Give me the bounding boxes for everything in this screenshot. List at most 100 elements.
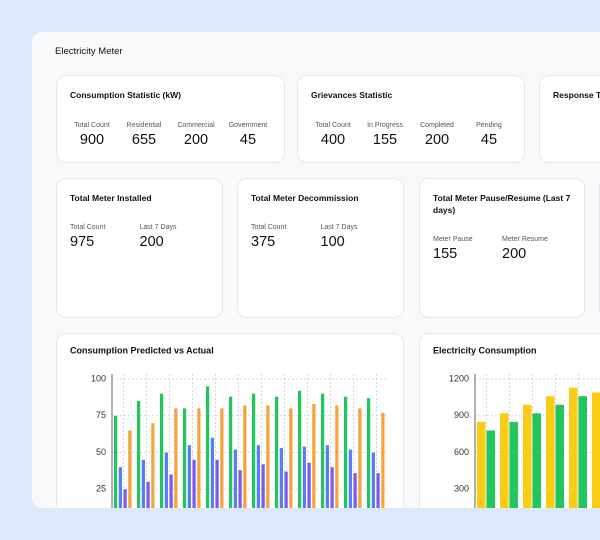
- stat-value: 655: [131, 132, 157, 148]
- chart: Consumption Predicted vs Actual 25 50 75 100: [70, 345, 388, 508]
- card-title: Total Meter Decommission: [251, 193, 359, 203]
- stat-label: Pending: [476, 122, 502, 129]
- stat-value: 200: [139, 234, 164, 250]
- bar: [146, 481, 150, 508]
- stat-card: Response Ti: [539, 75, 600, 163]
- stat-label: Last 7 Days: [139, 224, 177, 231]
- panel: Electricity Meter Consumption Statistic …: [32, 32, 600, 508]
- bar: [500, 413, 509, 508]
- bar: [206, 386, 210, 508]
- stat-value: 200: [183, 132, 209, 148]
- stat-label: Completed: [420, 122, 454, 129]
- card-items: Total Count 400 In Progress 155 Completed 200…: [307, 122, 515, 148]
- bar: [592, 392, 600, 508]
- bar: [284, 471, 288, 508]
- stat-label: Total Count: [315, 122, 351, 129]
- stat-label: Total Count: [70, 224, 106, 231]
- page-title: Electricity Meter: [55, 46, 123, 57]
- bar: [578, 396, 588, 508]
- stat-item: Government 45: [222, 122, 274, 148]
- stat-item: Meter Pause 155: [433, 236, 502, 262]
- stat-value: 375: [251, 234, 276, 250]
- bar: [344, 396, 348, 508]
- bar: [151, 423, 155, 508]
- stat-item: Total Count 375: [251, 224, 321, 250]
- stat-item: Total Count 400: [307, 122, 359, 148]
- y-tick-label: 25: [96, 484, 106, 494]
- bar: [210, 437, 214, 508]
- stat-item: Completed 200: [411, 122, 463, 148]
- card-title: Response Ti: [553, 90, 600, 100]
- card-title: Grievances Statistic: [311, 90, 393, 100]
- bar: [371, 452, 375, 508]
- bar: [302, 446, 306, 508]
- stat-label: Commercial: [177, 122, 215, 129]
- stat-item: Meter Resume 200: [502, 236, 571, 262]
- stat-value: 45: [239, 132, 257, 148]
- y-tick-label: 50: [96, 447, 106, 457]
- stat-card: Total Meter Decommission Total Count 375 La…: [237, 178, 404, 318]
- stat-card: Consumption Statistic (kW) Total Count 900…: [56, 75, 285, 163]
- bar: [298, 390, 302, 508]
- bar: [312, 403, 316, 508]
- stat-label: In Progress: [367, 122, 403, 129]
- bar: [229, 396, 233, 508]
- stat-card: Total Meter Installed Total Count 975 Last …: [56, 178, 223, 318]
- stat-item: Total Count 975: [70, 224, 140, 250]
- stat-label: Total Count: [251, 224, 287, 231]
- bar: [169, 474, 173, 508]
- chart-card: Consumption Predicted vs Actual 25 50 75 100: [56, 333, 404, 508]
- bar: [367, 398, 371, 508]
- y-tick-label: 600: [454, 447, 469, 457]
- chart-title: Consumption Predicted vs Actual: [70, 345, 214, 355]
- card-title: Total Meter Installed: [70, 193, 152, 203]
- bar: [348, 449, 352, 508]
- card-items: Total Count 975 Last 7 Days 200: [70, 224, 209, 250]
- stat-item: Pending 45: [463, 122, 515, 148]
- stat-value: 200: [424, 132, 450, 148]
- stat-label: Meter Pause: [433, 236, 473, 243]
- stat-value: 975: [70, 234, 95, 250]
- stat-item: Total Count 900: [66, 122, 118, 148]
- bar: [307, 462, 311, 508]
- stat-label: Meter Resume: [502, 236, 548, 243]
- bar: [197, 408, 201, 508]
- stat-item: In Progress 155: [359, 122, 411, 148]
- stat-item: Commercial 200: [170, 122, 222, 148]
- bar: [174, 408, 178, 508]
- stat-value: 45: [480, 132, 498, 148]
- bar: [353, 473, 357, 508]
- bar: [215, 459, 219, 508]
- stat-card: Grievances Statistic Total Count 400 In Pro…: [297, 75, 525, 163]
- bar: [160, 393, 164, 508]
- bar: [279, 448, 283, 508]
- bar: [266, 405, 270, 508]
- card-items: Total Count 900 Residential 655 Commercial 20…: [66, 122, 274, 148]
- bar: [233, 449, 237, 508]
- stat-value: 155: [372, 132, 398, 148]
- card-items: Meter Pause 155 Meter Resume 200: [433, 236, 571, 262]
- bar: [128, 430, 132, 508]
- y-tick-label: 900: [454, 410, 469, 420]
- bar: [187, 445, 191, 508]
- stat-value: 900: [79, 132, 105, 148]
- y-tick-label: 300: [454, 484, 469, 494]
- bar: [532, 413, 542, 508]
- bar: [381, 412, 385, 508]
- y-tick-label: 100: [91, 373, 106, 383]
- stat-label: Residential: [126, 122, 162, 129]
- bar: [118, 467, 122, 508]
- stat-value: 400: [320, 132, 346, 148]
- bar: [137, 401, 141, 508]
- stat-value: 100: [320, 234, 345, 250]
- bar: [477, 421, 486, 508]
- bar: [325, 445, 329, 508]
- bar: [123, 489, 127, 508]
- bar: [358, 408, 362, 508]
- card-items: Total Count 375 Last 7 Days 100: [251, 224, 390, 250]
- bar: [546, 396, 555, 508]
- y-tick-label: 1200: [449, 373, 469, 383]
- stat-value: 200: [502, 246, 527, 262]
- chart: Electricity Consumption 300 600 900 1200: [433, 345, 600, 508]
- bar: [376, 473, 380, 508]
